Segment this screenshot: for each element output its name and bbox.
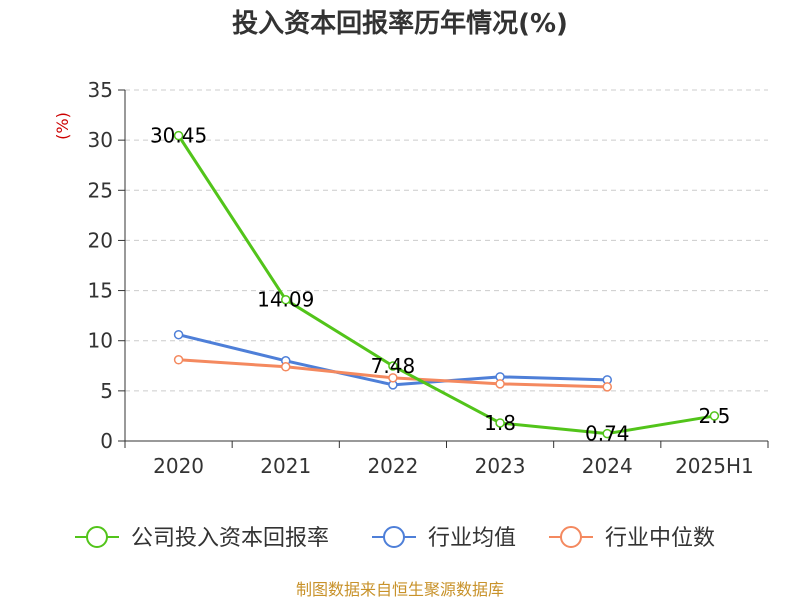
y-axis-label: (%)	[53, 112, 72, 140]
legend-item: 行业中位数	[549, 526, 715, 551]
data-point	[173, 130, 184, 141]
y-tick-label: 35	[88, 78, 113, 102]
legend-label: 行业均值	[428, 526, 516, 551]
data-label: 0.74	[585, 422, 630, 446]
data-point	[281, 362, 291, 372]
data-point	[388, 373, 398, 383]
data-point	[173, 329, 184, 340]
data-point	[388, 361, 398, 371]
legend-label: 公司投入资本回报率	[131, 526, 329, 551]
x-tick-label: 2024	[582, 454, 633, 478]
legend-label: 行业中位数	[605, 526, 715, 551]
series-0	[173, 130, 720, 439]
axes: 0 5 10 15 20 25 30 35 2020 2021 2022 2023 2024 2025H1	[88, 78, 769, 478]
series-2	[173, 355, 612, 392]
data-point	[602, 428, 612, 439]
y-tick-label: 5	[100, 379, 113, 403]
grid-lines	[125, 89, 768, 392]
y-tick-label: 20	[88, 228, 113, 252]
y-tick-label: 0	[100, 429, 113, 453]
legend-swatch-marker	[560, 526, 582, 548]
data-point	[709, 411, 720, 421]
chart-title: 投入资本回报率历年情况(%)	[232, 8, 568, 39]
y-tick-label: 30	[88, 128, 113, 152]
data-label: 1.8	[484, 411, 516, 435]
y-tick-label: 10	[88, 329, 113, 353]
x-tick-label: 2020	[153, 454, 204, 478]
x-tick-label: 2023	[475, 454, 526, 478]
series-layer: 30.45 14.09 7.48 1.8 0.74 2.5	[150, 124, 730, 446]
data-point	[173, 355, 184, 365]
x-tick-label: 2025H1	[675, 454, 754, 478]
data-label: 2.5	[699, 404, 731, 428]
data-label: 7.48	[371, 354, 416, 378]
source-note: 制图数据来自恒生聚源数据库	[296, 580, 504, 599]
data-point	[281, 294, 291, 305]
legend-swatch-marker	[86, 526, 108, 548]
y-tick-label: 25	[88, 178, 113, 202]
data-point	[602, 382, 612, 392]
legend: 公司投入资本回报率 行业均值 行业中位数	[75, 526, 715, 551]
series-line	[177, 134, 715, 436]
data-point	[495, 418, 505, 428]
data-point	[495, 379, 505, 389]
legend-item: 公司投入资本回报率	[75, 526, 329, 551]
x-tick-label: 2021	[260, 454, 311, 478]
legend-swatch-marker	[383, 526, 405, 548]
x-tick-label: 2022	[367, 454, 418, 478]
data-label: 14.09	[257, 288, 314, 312]
legend-item: 行业均值	[372, 526, 516, 551]
y-tick-label: 15	[88, 279, 113, 303]
data-label: 30.45	[150, 124, 207, 148]
